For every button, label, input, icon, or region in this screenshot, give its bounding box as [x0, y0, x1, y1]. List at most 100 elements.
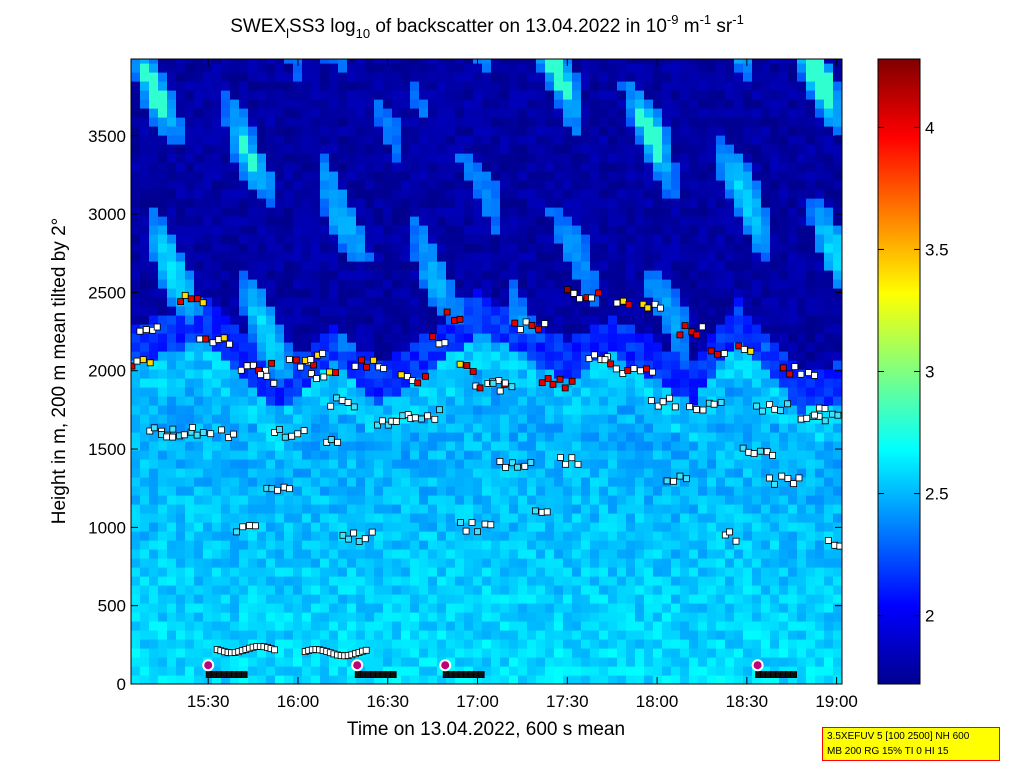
field-cell-2736 [482, 621, 492, 631]
field-cell-3794 [617, 549, 627, 559]
field-cell-357 [176, 612, 186, 622]
field-cell-1695 [347, 540, 357, 550]
field-cell-896 [239, 171, 249, 181]
field-cell-1370 [302, 315, 312, 325]
field-cell-675 [212, 270, 222, 280]
field-cell-4653 [725, 378, 735, 388]
field-cell-1573 [329, 378, 339, 388]
field-cell-590 [203, 405, 213, 415]
field-cell-958 [248, 243, 258, 253]
field-cell-3709 [599, 59, 609, 64]
field-cell-1895 [374, 630, 384, 640]
field-cell-4634 [725, 549, 735, 559]
field-cell-1385 [302, 180, 312, 190]
field-cell-4835 [752, 630, 762, 640]
field-cell-1332 [302, 657, 312, 667]
field-cell-2344 [428, 369, 438, 379]
field-cell-564 [203, 639, 213, 649]
field-cell-4690 [734, 675, 744, 684]
field-cell-1304 [293, 279, 303, 289]
field-cell-4050 [644, 135, 654, 145]
field-cell-2780 [482, 225, 492, 235]
field-cell-3171 [536, 486, 546, 496]
field-cell-778 [230, 603, 240, 613]
field-cell-3730 [608, 495, 618, 505]
field-cell-1203 [284, 558, 294, 568]
field-cell-3314 [554, 459, 564, 469]
field-cell-670 [212, 315, 222, 325]
field-cell-691 [212, 126, 222, 136]
field-cell-3331 [554, 306, 564, 316]
field-cell-3453 [572, 468, 582, 478]
field-cell-3901 [626, 216, 636, 226]
field-cell-2933 [500, 108, 510, 118]
field-cell-3737 [608, 432, 618, 442]
field-cell-363 [176, 558, 186, 568]
field-cell-3019 [518, 594, 528, 604]
field-cell-1099 [266, 234, 276, 244]
field-cell-4056 [644, 81, 654, 91]
field-cell-245 [158, 360, 168, 370]
field-cell-4629 [725, 594, 735, 604]
field-cell-55 [131, 180, 141, 190]
field-cell-820 [230, 225, 240, 235]
field-cell-3401 [563, 306, 573, 316]
field-cell-2395 [437, 540, 447, 550]
field-cell-4658 [725, 333, 735, 343]
field-cell-3245 [545, 450, 555, 460]
field-cell-3010 [518, 675, 528, 684]
field-cell-3998 [644, 603, 654, 613]
field-cell-740 [221, 315, 231, 325]
field-cell-2456 [446, 621, 456, 631]
field-cell-3349 [554, 144, 564, 154]
field-cell-1814 [356, 99, 366, 109]
field-cell-321 [167, 306, 177, 316]
field-cell-1826 [365, 621, 375, 631]
field-cell-4494 [707, 549, 717, 559]
field-cell-464 [185, 279, 195, 289]
field-cell-3917 [626, 72, 636, 82]
field-cell-2676 [473, 531, 483, 541]
field-cell-359 [176, 594, 186, 604]
field-cell-3533 [581, 378, 591, 388]
field-cell-4145 [662, 540, 672, 550]
field-cell-4472 [698, 117, 708, 127]
field-cell-4167 [662, 342, 672, 352]
field-cell-687 [212, 162, 222, 172]
field-cell-3457 [572, 432, 582, 442]
field-cell-2093 [392, 108, 402, 118]
field-cell-1645 [338, 360, 348, 370]
field-cell-3482 [572, 207, 582, 217]
field-cell-3269 [545, 234, 555, 244]
field-cell-2263 [419, 468, 429, 478]
field-cell-3585 [590, 540, 600, 550]
field-cell-1882 [365, 117, 375, 127]
field-cell-2818 [491, 513, 501, 523]
field-cell-4579 [716, 414, 726, 424]
field-cell-903 [239, 108, 249, 118]
field-cell-2461 [446, 576, 456, 586]
field-cell-3697 [599, 162, 609, 172]
field-cell-2224 [410, 189, 420, 199]
field-cell-586 [203, 441, 213, 451]
field-cell-3015 [518, 630, 528, 640]
field-cell-1189 [275, 59, 285, 64]
field-cell-2293 [419, 198, 429, 208]
field-cell-362 [176, 567, 186, 577]
field-cell-1873 [365, 198, 375, 208]
field-cell-2420 [437, 315, 447, 325]
field-cell-2581 [455, 126, 465, 136]
field-cell-4483 [707, 648, 717, 658]
field-cell-3427 [563, 72, 573, 82]
field-cell-88 [140, 513, 150, 523]
field-cell-3509 [581, 594, 591, 604]
field-cell-4971 [770, 666, 780, 676]
field-cell-4943 [761, 288, 771, 298]
field-cell-1768 [356, 513, 366, 523]
field-cell-3997 [644, 612, 654, 622]
field-cell-3040 [518, 405, 528, 415]
field-cell-4448 [698, 333, 708, 343]
field-cell-79 [140, 594, 150, 604]
field-cell-3544 [581, 279, 591, 289]
field-cell-198 [149, 153, 159, 163]
